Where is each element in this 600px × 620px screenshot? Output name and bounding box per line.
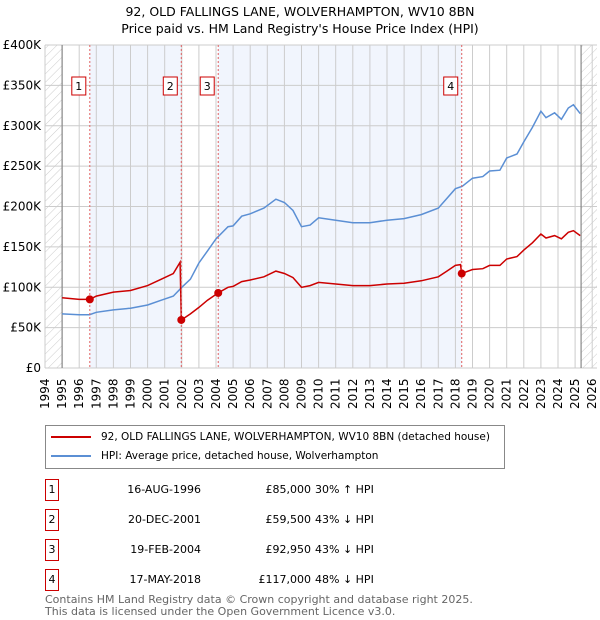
sale-label-box <box>443 76 459 96</box>
x-tick-label: 2005 <box>226 378 240 409</box>
sale-row: 3 19-FEB-2004 £92,950 43% ↓ HPI <box>45 539 565 561</box>
sale-date: 16-AUG-1996 <box>127 483 201 496</box>
legend: 92, OLD FALLINGS LANE, WOLVERHAMPTON, WV… <box>45 425 505 469</box>
y-tick-label: £350K <box>3 78 43 92</box>
chart-title: 92, OLD FALLINGS LANE, WOLVERHAMPTON, WV… <box>125 4 475 19</box>
footer: Contains HM Land Registry data © Crown c… <box>45 594 473 618</box>
sale-number-badge: 2 <box>45 509 59 531</box>
sale-point <box>214 288 223 297</box>
x-tick-label: 2016 <box>414 378 428 409</box>
sale-row: 4 17-MAY-2018 £117,000 48% ↓ HPI <box>45 569 565 591</box>
x-tick-label: 2003 <box>192 378 206 409</box>
x-tick-label: 2023 <box>534 378 548 409</box>
legend-label-property: 92, OLD FALLINGS LANE, WOLVERHAMPTON, WV… <box>101 431 490 443</box>
x-tick-label: 2021 <box>500 378 514 409</box>
price-chart: 1 2 3 4 £0 £50K £100K £150K £200K £250K £300K £350K… <box>3 38 600 409</box>
x-tick-label: 2012 <box>346 378 360 409</box>
x-tick-label: 2002 <box>175 378 189 409</box>
x-tick-label: 2001 <box>158 378 172 409</box>
sale-number-badge: 4 <box>45 569 59 591</box>
x-tick-label: 2025 <box>568 378 582 409</box>
sale-label-box <box>199 76 215 96</box>
sale-price: £117,000 <box>258 573 312 586</box>
sale-hpi-diff: 43% ↓ HPI <box>315 513 374 526</box>
sale-price: £59,500 <box>265 513 312 526</box>
x-tick-label: 2024 <box>551 378 565 409</box>
sale-row: 2 20-DEC-2001 £59,500 43% ↓ HPI <box>45 509 565 531</box>
x-tick-label: 2004 <box>209 378 223 409</box>
x-tick-label: 1996 <box>72 378 86 409</box>
x-tick-label: 2017 <box>431 378 445 409</box>
sale-price: £92,950 <box>265 543 312 556</box>
y-tick-label: £400K <box>3 38 43 52</box>
x-tick-label: 2015 <box>397 378 411 409</box>
y-tick-label: £300K <box>3 119 43 133</box>
sale-number-badge: 1 <box>45 479 59 501</box>
hpi-line <box>62 103 581 316</box>
sale-hpi-diff: 43% ↓ HPI <box>315 543 374 556</box>
x-tick-label: 1998 <box>106 378 120 409</box>
sale-hpi-diff: 48% ↓ HPI <box>315 573 374 586</box>
x-tick-label: 2009 <box>295 378 309 409</box>
x-tick-label: 2008 <box>277 378 291 409</box>
x-tick-label: 1995 <box>55 378 69 409</box>
x-tick-label: 1994 <box>38 378 52 409</box>
sale-label: 2 <box>167 80 174 93</box>
sale-label: 3 <box>204 80 211 93</box>
y-tick-label: £200K <box>3 200 43 214</box>
sale-row: 1 16-AUG-1996 £85,000 30% ↑ HPI <box>45 479 565 501</box>
x-tick-label: 2019 <box>466 378 480 409</box>
x-tick-label: 2020 <box>483 378 497 409</box>
sale-date: 20-DEC-2001 <box>127 513 201 526</box>
property-price-line <box>62 229 581 322</box>
sale-price: £85,000 <box>265 483 312 496</box>
chart-subtitle: Price paid vs. HM Land Registry's House … <box>121 21 479 36</box>
x-tick-label: 1997 <box>89 378 103 409</box>
sale-point <box>85 295 94 304</box>
sale-number-badge: 3 <box>45 539 59 561</box>
sale-point <box>457 269 466 278</box>
sale-hpi-diff: 30% ↑ HPI <box>315 483 374 496</box>
legend-swatch-blue <box>51 455 91 457</box>
y-tick-label: £150K <box>3 240 43 254</box>
x-tick-label: 2026 <box>585 378 599 409</box>
y-tick-label: £250K <box>3 159 43 173</box>
sale-date: 19-FEB-2004 <box>130 543 201 556</box>
x-tick-label: 2014 <box>380 378 394 409</box>
sale-label: 4 <box>447 80 454 93</box>
x-tick-label: 2006 <box>243 378 257 409</box>
sale-label-box <box>162 76 178 96</box>
y-tick-label: £100K <box>3 280 43 294</box>
sale-label: 1 <box>75 80 82 93</box>
footer-line-2: This data is licensed under the Open Gov… <box>45 605 396 618</box>
legend-label-hpi: HPI: Average price, detached house, Wolv… <box>101 450 379 462</box>
footer-line-1: Contains HM Land Registry data © Crown c… <box>45 593 473 606</box>
y-tick-label: £50K <box>10 321 42 335</box>
x-tick-label: 1999 <box>124 378 138 409</box>
sale-date: 17-MAY-2018 <box>129 573 201 586</box>
x-tick-label: 2013 <box>363 378 377 409</box>
x-tick-label: 2007 <box>260 378 274 409</box>
y-tick-label: £0 <box>26 361 41 375</box>
legend-swatch-red <box>51 436 91 438</box>
x-tick-label: 2010 <box>312 378 326 409</box>
sale-point <box>177 315 186 324</box>
x-tick-label: 2018 <box>448 378 462 409</box>
x-tick-label: 2022 <box>517 378 531 409</box>
x-tick-label: 2011 <box>329 378 343 409</box>
sale-label-box <box>71 76 87 96</box>
x-tick-label: 2000 <box>141 378 155 409</box>
